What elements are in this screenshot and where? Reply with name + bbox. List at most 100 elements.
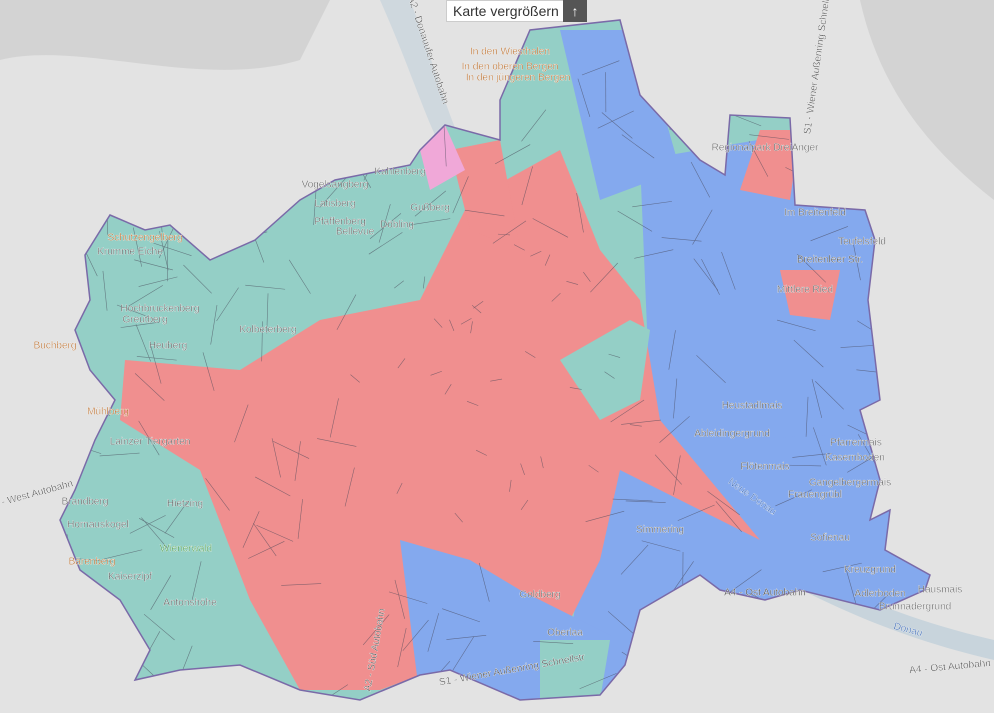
boundary <box>460 318 472 325</box>
boundary <box>141 517 168 549</box>
boundary <box>191 561 202 601</box>
boundary <box>452 176 469 214</box>
boundary <box>696 355 726 383</box>
boundary <box>475 449 487 456</box>
place-label: Hochbruckenberg <box>121 304 200 315</box>
boundary <box>397 358 406 369</box>
boundary <box>492 220 527 244</box>
boundary <box>497 233 510 236</box>
boundary <box>150 575 172 610</box>
place-label: Brunnadergrund <box>879 602 951 613</box>
boundary <box>810 226 848 242</box>
boundary <box>329 398 339 438</box>
boundary <box>350 374 360 383</box>
place-label: Brandberg <box>62 497 109 508</box>
boundary <box>520 499 529 511</box>
boundary <box>677 504 715 521</box>
place-label: Hausmais <box>918 585 962 596</box>
boundary <box>530 250 542 257</box>
boundary <box>532 218 569 238</box>
place-label: Vogelsangberg <box>302 180 369 191</box>
boundary <box>815 381 844 410</box>
boundary <box>297 499 303 539</box>
boundary <box>690 161 711 198</box>
boundary <box>396 482 403 494</box>
boundary <box>256 524 294 542</box>
boundary <box>749 134 790 140</box>
boundary <box>414 190 447 217</box>
boundary <box>793 339 824 368</box>
boundary <box>159 231 169 271</box>
boundary <box>216 287 239 322</box>
place-label: Greutberg <box>122 315 167 326</box>
terrain <box>0 0 994 200</box>
boundary <box>454 512 463 523</box>
boundary <box>524 351 536 358</box>
boundary <box>579 673 617 690</box>
boundary <box>261 321 263 362</box>
boundary <box>288 259 311 294</box>
boundary <box>569 387 582 390</box>
boundary <box>319 177 347 208</box>
boundary <box>668 330 676 370</box>
boundary <box>728 569 762 594</box>
place-label: Mittlere Ried <box>777 285 833 296</box>
boundary <box>102 270 108 311</box>
place-label: In den jüngeren Bergen <box>466 73 571 84</box>
boundary <box>427 613 439 652</box>
boundary <box>449 319 455 332</box>
boundary <box>621 419 661 425</box>
boundary <box>581 60 620 76</box>
boundary <box>132 227 142 267</box>
boundary <box>585 510 625 522</box>
enlarge-icon[interactable]: ↑ <box>563 0 587 22</box>
boundary <box>707 491 740 516</box>
boundary <box>583 271 591 282</box>
boundary <box>478 562 490 602</box>
boundary <box>99 452 140 457</box>
boundary <box>540 456 544 469</box>
place-label: Heustadlmais <box>722 401 783 412</box>
boundary <box>271 438 281 478</box>
boundary <box>281 583 322 586</box>
boundary <box>202 352 215 391</box>
boundary <box>272 440 310 459</box>
boundary <box>588 465 599 473</box>
boundary <box>394 579 405 619</box>
boundary <box>632 201 672 208</box>
boundary <box>153 242 192 257</box>
place-label: Simmering <box>636 525 684 536</box>
boundary <box>521 109 547 142</box>
boundary <box>520 463 525 475</box>
region-red <box>740 130 800 200</box>
boundary <box>394 280 404 289</box>
boundary <box>634 249 674 259</box>
boundary <box>577 78 591 117</box>
place-label: Bellevue <box>336 227 375 238</box>
boundary <box>641 540 681 552</box>
boundary <box>369 213 402 240</box>
boundary <box>805 396 809 437</box>
boundary <box>659 416 690 443</box>
boundary <box>452 636 475 671</box>
boundary <box>533 640 574 644</box>
enlarge-map-button[interactable]: Karte vergrößern <box>446 0 566 22</box>
place-label: Antonshöhe <box>163 598 217 609</box>
boundary <box>166 241 169 282</box>
boundary <box>693 258 719 291</box>
boundary <box>601 112 633 139</box>
boundary <box>797 254 826 283</box>
boundary <box>138 420 160 456</box>
place-label: Pfarrermais <box>830 438 882 449</box>
boundary <box>444 384 452 395</box>
place-label: Kolbeterberg <box>239 325 296 336</box>
boundary <box>248 541 285 559</box>
boundary <box>294 441 301 481</box>
place-label: Regionalpark DreiAnger <box>712 143 819 154</box>
boundary <box>617 210 653 232</box>
boundary <box>715 501 742 533</box>
boundary <box>852 240 861 281</box>
boundary <box>654 454 682 485</box>
place-label: In den Wiesthalen <box>470 47 550 58</box>
boundary <box>138 276 178 287</box>
